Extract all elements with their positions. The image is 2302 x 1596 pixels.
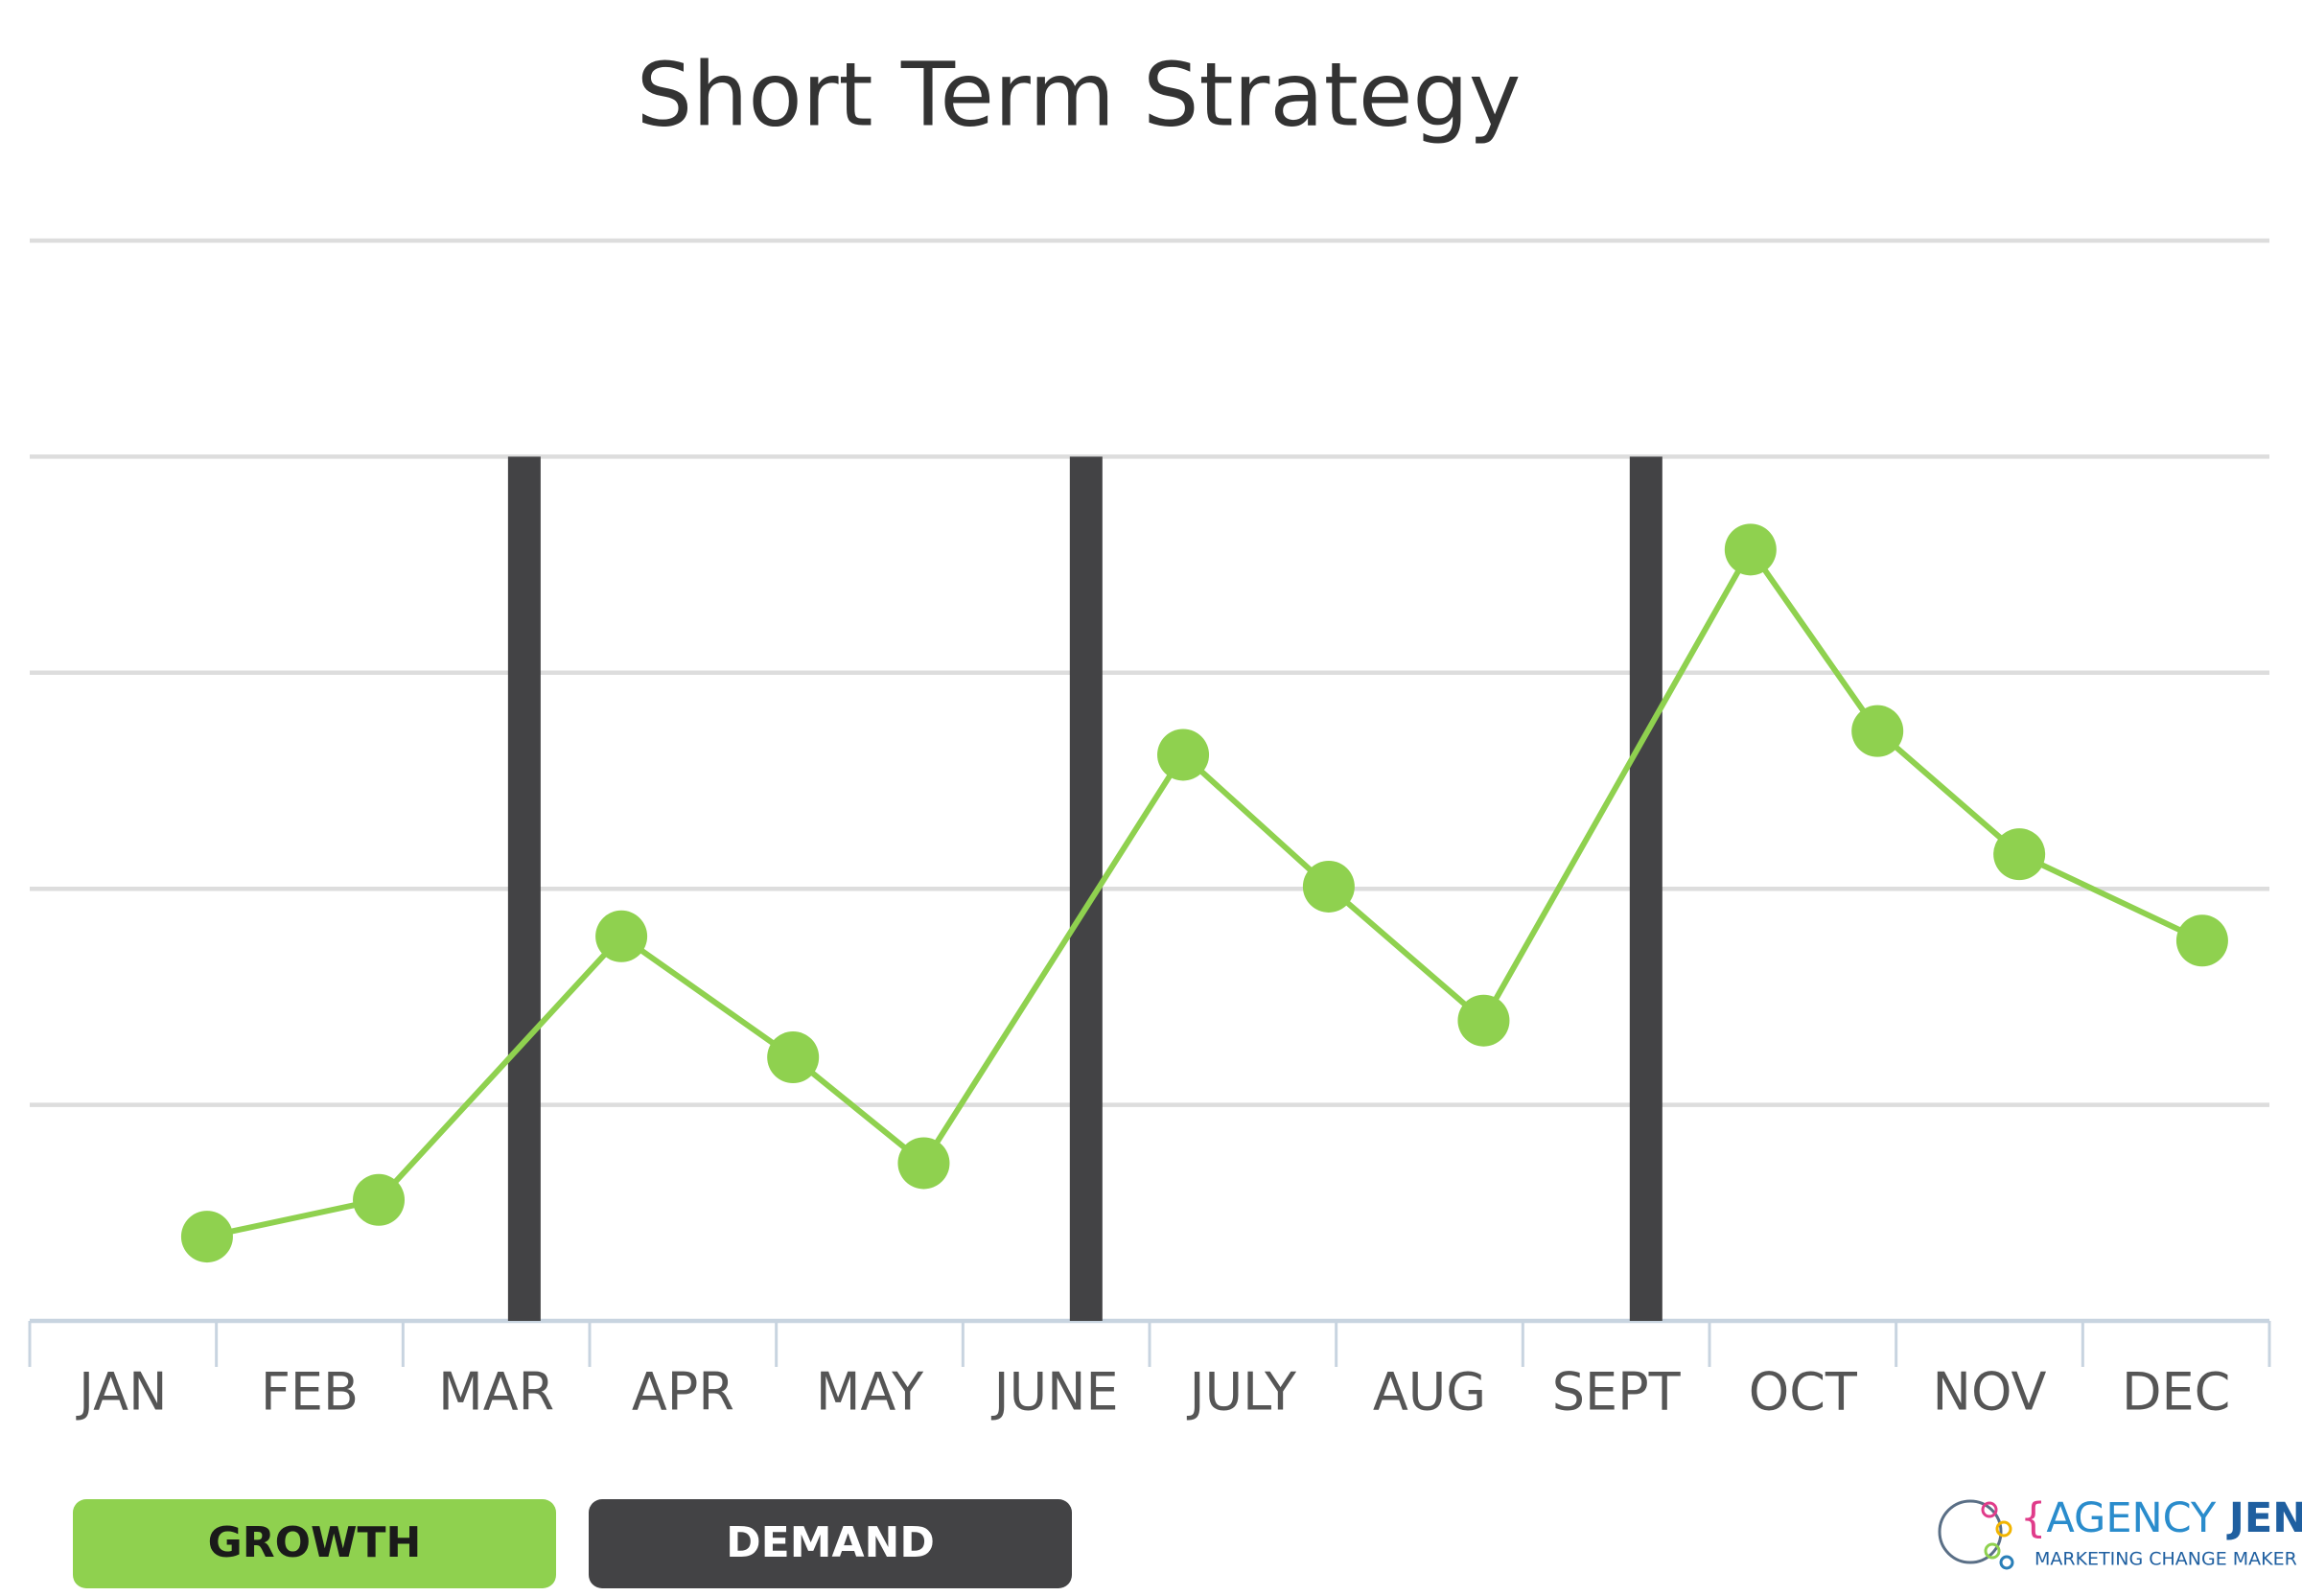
x-tick-label: JAN <box>76 1362 167 1423</box>
growth-point <box>897 1137 950 1190</box>
logo-brace: { <box>2020 1494 2046 1542</box>
x-tick-label: DEC <box>2122 1362 2230 1423</box>
x-tick-label: NOV <box>1933 1362 2047 1423</box>
logo-word: AGENCY <box>2046 1494 2217 1542</box>
legend-swatch <box>589 1499 1072 1588</box>
logo: {AGENCY JEN} MARKETING CHANGE MAKER <box>1938 1494 2302 1570</box>
legend-label: DEMAND <box>726 1518 935 1567</box>
x-tick-label: MAY <box>816 1362 924 1423</box>
growth-point <box>2175 914 2228 967</box>
logo-tagline: MARKETING CHANGE MAKER <box>2035 1549 2297 1570</box>
legend-swatch <box>73 1499 556 1588</box>
logo-icon <box>1938 1499 2014 1570</box>
growth-point <box>1457 994 1510 1047</box>
logo-word: JEN <box>2226 1494 2302 1542</box>
x-tick-label: FEB <box>261 1362 359 1423</box>
growth-point <box>1157 729 1210 781</box>
growth-point <box>1993 828 2046 881</box>
growth-point <box>1302 860 1355 913</box>
demand-bar <box>507 456 541 1321</box>
x-tick-label: OCT <box>1749 1362 1858 1423</box>
growth-point <box>353 1173 406 1226</box>
growth-line <box>206 544 2204 1240</box>
x-tick-label: SEPT <box>1552 1362 1682 1423</box>
growth-point <box>767 1031 820 1084</box>
logo-name: {AGENCY JEN} <box>2020 1494 2302 1542</box>
x-tick-label: MAR <box>438 1362 554 1423</box>
growth-point <box>1851 705 1904 757</box>
growth-point <box>595 910 648 962</box>
legend-label: GROWTH <box>208 1518 422 1567</box>
x-tick-label: APR <box>632 1362 734 1423</box>
x-tick-label: AUG <box>1373 1362 1486 1423</box>
demand-bar <box>1629 456 1663 1321</box>
x-tick-label: JUNE <box>991 1362 1119 1423</box>
chart-title: Short Term Strategy <box>637 43 1522 146</box>
growth-point <box>1724 523 1777 576</box>
growth-point <box>180 1211 233 1263</box>
x-tick-label: JULY <box>1187 1362 1297 1423</box>
